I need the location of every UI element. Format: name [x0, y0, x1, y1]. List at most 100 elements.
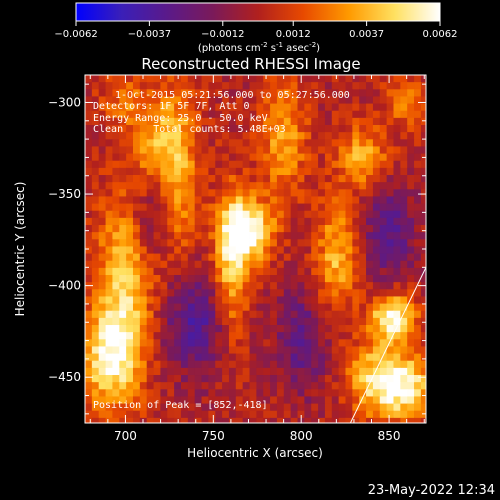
- annotation-clean-counts: Clean Total counts: 5.48E+03: [93, 124, 286, 135]
- heatmap-cell: [311, 117, 319, 126]
- heatmap-cell: [345, 332, 353, 340]
- x-tick-label: 700: [114, 429, 137, 443]
- heatmap-cell: [276, 182, 285, 190]
- heatmap-cell: [132, 89, 141, 97]
- heatmap-cell: [379, 217, 388, 226]
- heatmap-cell: [180, 103, 189, 112]
- heatmap-cell: [174, 317, 182, 326]
- heatmap-cell: [119, 196, 127, 204]
- heatmap-cell: [112, 153, 120, 162]
- heatmap-cell: [112, 360, 120, 369]
- heatmap-cell: [270, 103, 278, 112]
- heatmap-cell: [167, 75, 175, 83]
- heatmap-cell: [311, 267, 319, 276]
- heatmap-cell: [112, 175, 120, 183]
- heatmap-cell: [276, 282, 285, 290]
- heatmap-cell: [276, 325, 285, 333]
- heatmap-cell: [372, 325, 381, 333]
- heatmap-cell: [85, 246, 93, 254]
- heatmap-cell: [242, 260, 250, 269]
- heatmap-cell: [283, 89, 292, 97]
- heatmap-cell: [256, 310, 264, 319]
- heatmap-cell: [256, 203, 264, 212]
- heatmap-cell: [345, 160, 353, 169]
- heatmap-cell: [222, 239, 230, 247]
- heatmap-cell: [352, 203, 360, 212]
- heatmap-cell: [174, 89, 182, 97]
- heatmap-cell: [105, 246, 113, 254]
- heatmap-cell: [228, 296, 237, 304]
- heatmap-cell: [153, 260, 161, 269]
- heatmap-cell: [338, 110, 346, 119]
- heatmap-cell: [366, 103, 374, 112]
- heatmap-cell: [297, 246, 305, 254]
- heatmap-cell: [249, 75, 257, 83]
- heatmap-cell: [194, 382, 202, 390]
- heatmap-cell: [414, 289, 422, 297]
- heatmap-cell: [146, 375, 154, 383]
- heatmap-cell: [119, 367, 127, 376]
- heatmap-cell: [126, 317, 134, 326]
- heatmap-cell: [290, 182, 298, 190]
- heatmap-cell: [372, 117, 381, 126]
- heatmap-cell: [160, 167, 168, 176]
- heatmap-cell: [352, 396, 360, 404]
- heatmap-cell: [414, 267, 422, 276]
- heatmap-cell: [304, 160, 312, 169]
- heatmap-cell: [311, 110, 319, 119]
- heatmap-cell: [180, 317, 189, 326]
- heatmap-cell: [290, 75, 298, 83]
- heatmap-cell: [338, 396, 346, 404]
- heatmap-cell: [153, 103, 161, 112]
- heatmap-cell: [386, 96, 394, 104]
- heatmap-cell: [420, 389, 426, 397]
- heatmap-cell: [249, 189, 257, 197]
- heatmap-cell: [276, 232, 285, 240]
- heatmap-cell: [359, 325, 367, 333]
- heatmap-cell: [132, 375, 141, 383]
- colorbar-tick-label: −0.0012: [201, 29, 244, 40]
- heatmap-cell: [283, 403, 292, 412]
- heatmap-cell: [270, 260, 278, 269]
- heatmap-cell: [256, 146, 264, 154]
- heatmap-cell: [304, 310, 312, 319]
- heatmap-cell: [222, 160, 230, 169]
- heatmap-cell: [393, 125, 401, 133]
- heatmap-cell: [414, 417, 422, 423]
- y-tick-label: −400: [48, 279, 81, 293]
- heatmap-cell: [414, 382, 422, 390]
- heatmap-cell: [105, 103, 113, 112]
- heatmap-cell: [146, 103, 154, 112]
- heatmap-cell: [393, 410, 401, 419]
- heatmap-cell: [235, 103, 244, 112]
- heatmap-cell: [153, 325, 161, 333]
- heatmap-cell: [105, 310, 113, 319]
- heatmap-cell: [359, 225, 367, 233]
- heatmap-cell: [174, 267, 182, 276]
- heatmap-cell: [139, 203, 148, 212]
- heatmap-cell: [112, 239, 120, 247]
- heatmap-cell: [318, 210, 326, 219]
- heatmap-cell: [160, 139, 168, 147]
- heatmap-cell: [126, 96, 134, 104]
- heatmap-cell: [85, 232, 93, 240]
- heatmap-cell: [407, 146, 415, 154]
- heatmap-cell: [400, 403, 408, 412]
- heatmap-cell: [132, 239, 141, 247]
- heatmap-cell: [194, 275, 202, 283]
- heatmap-cell: [105, 332, 113, 340]
- heatmap-cell: [105, 317, 113, 326]
- heatmap-cell: [420, 189, 426, 197]
- heatmap-cell: [139, 232, 148, 240]
- heatmap-cell: [263, 75, 271, 83]
- heatmap-cell: [283, 217, 292, 226]
- heatmap-cell: [146, 182, 154, 190]
- heatmap-cell: [201, 225, 209, 233]
- heatmap-cell: [407, 196, 415, 204]
- heatmap-cell: [98, 132, 106, 140]
- heatmap-cell: [345, 125, 353, 133]
- heatmap-cell: [283, 346, 292, 354]
- heatmap-cell: [414, 303, 422, 312]
- heatmap-cell: [283, 360, 292, 369]
- heatmap-cell: [85, 75, 93, 83]
